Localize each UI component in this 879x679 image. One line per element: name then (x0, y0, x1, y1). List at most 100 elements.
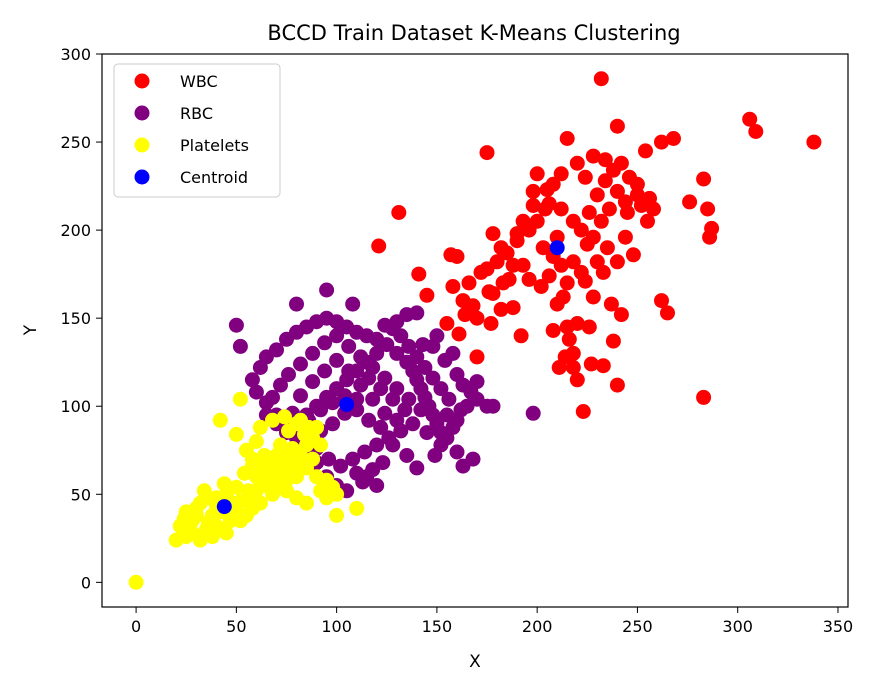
platelets-point (232, 391, 248, 407)
rbc-point (369, 437, 385, 453)
wbc-point (469, 310, 485, 326)
y-tick-label: 150 (60, 309, 91, 328)
platelets-point (313, 437, 329, 453)
rbc-point (419, 425, 435, 441)
wbc-point (593, 213, 609, 229)
wbc-point (551, 360, 567, 375)
wbc-point (640, 213, 655, 229)
wbc-point (549, 229, 565, 245)
rbc-point (265, 389, 280, 405)
legend-label: Centroid (180, 168, 248, 187)
rbc-point (465, 451, 481, 467)
rbc-point (417, 360, 433, 375)
legend-label: WBC (180, 72, 218, 91)
rbc-point (273, 377, 288, 393)
platelets-point (240, 483, 256, 499)
rbc-point (429, 328, 445, 344)
wbc-point (806, 134, 822, 150)
wbc-point (501, 271, 517, 287)
wbc-point (565, 360, 581, 375)
x-axis-ticks: 0 50 100 150 200 250 300 350 (131, 607, 853, 636)
rbc-point (248, 384, 264, 400)
wbc-point (569, 155, 585, 171)
platelets-point (200, 515, 216, 530)
wbc-point (505, 257, 521, 273)
wbc-point (603, 296, 619, 312)
rbc-point (369, 345, 385, 361)
wbc-point (613, 307, 629, 323)
rbc-point (409, 460, 425, 476)
rbc-point (449, 444, 465, 460)
wbc-point (585, 289, 601, 305)
wbc-point (549, 296, 565, 312)
platelets-point (252, 419, 268, 435)
wbc-point (666, 131, 681, 146)
platelets-point (349, 500, 365, 516)
rbc-point (439, 407, 455, 423)
rbc-point (341, 363, 357, 379)
rbc-point (357, 444, 373, 460)
rbc-point (389, 345, 405, 361)
rbc-point (333, 458, 349, 474)
y-tick-label: 300 (60, 45, 91, 64)
wbc-point (559, 275, 575, 291)
wbc-point (485, 226, 501, 242)
platelets-point (228, 426, 244, 442)
rbc-point (409, 349, 425, 365)
wbc-point (449, 249, 465, 264)
wbc-point (696, 389, 712, 405)
rbc-point (373, 419, 389, 435)
platelets-point (252, 476, 268, 492)
wbc-point (654, 293, 669, 309)
rbc-point (441, 391, 457, 407)
platelets-point (285, 441, 300, 456)
rbc-point (427, 448, 443, 463)
wbc-point (629, 176, 645, 192)
rbc-point (401, 338, 417, 354)
wbc-point (493, 301, 509, 317)
platelets-point (313, 483, 329, 499)
rbc-point (377, 317, 393, 333)
platelets-point (289, 469, 304, 485)
platelets-point (252, 495, 268, 511)
wbc-point (569, 316, 585, 331)
wbc-point (748, 124, 764, 139)
wbc-point (682, 194, 698, 210)
wbc-point (575, 404, 591, 419)
rbc-point (377, 405, 393, 421)
rbc-point (293, 388, 308, 404)
rbc-point (525, 405, 541, 421)
platelets-point (216, 476, 232, 492)
wbc-point (473, 264, 489, 280)
platelets-point (228, 479, 244, 495)
rbc-point (325, 395, 341, 411)
platelets-point (214, 522, 230, 537)
wbc-point (455, 293, 471, 309)
chart-title: BCCD Train Dataset K-Means Clustering (267, 21, 680, 45)
platelets-point (176, 511, 192, 527)
rbc-point (361, 412, 377, 428)
wbc-point (445, 279, 461, 294)
legend-box (113, 63, 281, 198)
wbc-point (617, 229, 633, 245)
wbc-point (533, 279, 549, 294)
wbc-point (391, 205, 407, 220)
wbc-point (553, 257, 569, 273)
wbc-point (579, 236, 595, 252)
rbc-point (228, 317, 244, 333)
wbc-point (439, 316, 455, 331)
wbc-point (597, 152, 613, 168)
rbc-point (313, 402, 329, 418)
legend-marker (134, 73, 150, 89)
wbc-point (565, 254, 581, 270)
wbc-point (529, 166, 545, 182)
x-axis-label: X (469, 652, 481, 672)
x-tick-label: 250 (622, 617, 653, 636)
platelets-point (184, 525, 200, 541)
wbc-point (573, 264, 589, 280)
wbc-point (589, 254, 605, 270)
legend-marker (134, 105, 150, 121)
wbc-point (609, 254, 625, 270)
y-axis-label: Y (21, 324, 41, 336)
rbc-point (232, 338, 248, 354)
